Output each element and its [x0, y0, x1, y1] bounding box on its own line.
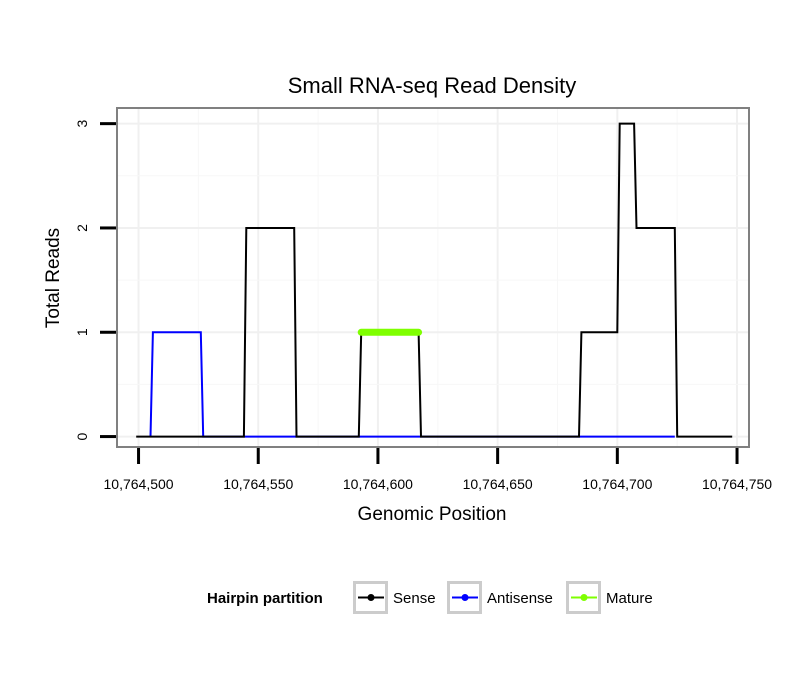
x-tick-label: 10,764,600: [343, 476, 413, 492]
plot-border: [116, 107, 750, 448]
series-line-sense: [136, 122, 733, 438]
legend-key-point: [580, 594, 588, 601]
legend-item-antisense: Antisense: [447, 581, 553, 614]
x-axis: 10,764,500 10,764,550 10,764,600 10,764,650…: [104, 448, 772, 492]
chart-title: Small RNA-seq Read Density: [288, 73, 577, 98]
legend-item-sense: Sense: [353, 581, 436, 614]
legend-title: Hairpin partition: [207, 590, 323, 607]
y-tick-label: 0: [74, 432, 90, 440]
legend-key-point: [461, 594, 469, 601]
legend-label: Antisense: [487, 590, 553, 607]
y-tick-label: 3: [74, 120, 90, 128]
legend-key-point: [367, 594, 375, 601]
x-tick-label: 10,764,550: [223, 476, 293, 492]
series-layer: [136, 122, 733, 438]
plot-panel: [117, 108, 749, 447]
x-tick-label: 10,764,650: [463, 476, 533, 492]
x-tick-label: 10,764,500: [104, 476, 174, 492]
y-axis: 0 1 2 3: [74, 120, 116, 440]
x-tick-label: 10,764,750: [702, 476, 772, 492]
y-tick-label: 1: [74, 328, 90, 336]
x-axis-label: Genomic Position: [358, 504, 507, 525]
y-axis-label: Total Reads: [43, 228, 64, 328]
legend-label: Sense: [393, 590, 436, 607]
x-tick-label: 10,764,700: [582, 476, 652, 492]
legend-item-mature: Mature: [566, 581, 653, 614]
legend-label: Mature: [606, 590, 653, 607]
y-tick-label: 2: [74, 224, 90, 232]
legend: Hairpin partition Sense Antisense Mature: [207, 581, 653, 614]
